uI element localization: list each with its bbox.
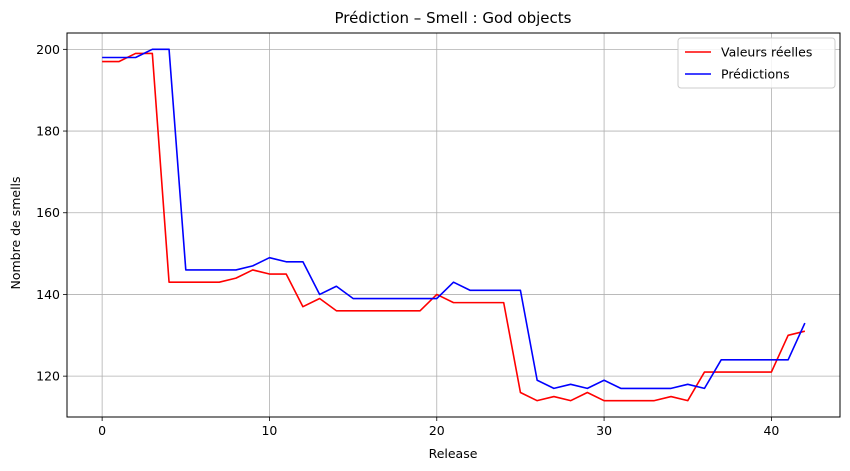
- y-tick-label: 200: [36, 42, 60, 57]
- x-tick-label: 30: [596, 423, 612, 438]
- series-lines: [102, 48, 806, 402]
- x-tick-label: 0: [98, 423, 106, 438]
- y-tick-label: 180: [36, 124, 60, 139]
- series-line-1: [102, 48, 806, 390]
- legend-box: [677, 37, 836, 89]
- axis-ticks: 0 10 20 30 40 120 140 160 180 200: [36, 42, 779, 438]
- series-line-0: [102, 52, 806, 402]
- legend: Valeurs réelles Prédictions: [677, 37, 836, 89]
- y-tick-label: 160: [36, 205, 60, 220]
- x-tick-label: 20: [429, 423, 445, 438]
- y-tick-label: 120: [36, 369, 60, 384]
- y-tick-label: 140: [36, 287, 60, 302]
- y-axis-label: Nombre de smells: [8, 176, 23, 289]
- chart-title: Prédiction – Smell : God objects: [335, 9, 572, 27]
- x-tick-label: 10: [261, 423, 277, 438]
- x-tick-label: 40: [763, 423, 779, 438]
- plot-frame: [66, 32, 841, 418]
- legend-label: Prédictions: [721, 67, 790, 82]
- x-axis-label: Release: [429, 446, 478, 461]
- legend-label: Valeurs réelles: [721, 45, 812, 60]
